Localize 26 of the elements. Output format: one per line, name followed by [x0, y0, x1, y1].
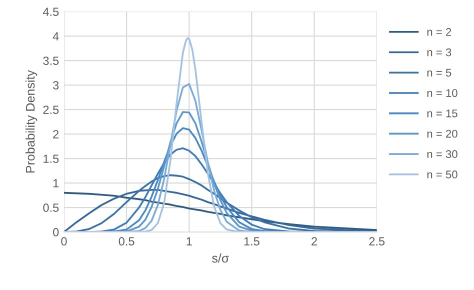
x-axis-title: s/σ: [212, 253, 229, 263]
y-tick-label: 4: [52, 32, 59, 40]
y-tick-label: 4.5: [42, 8, 59, 16]
y-tick-label: 3: [53, 81, 59, 90]
y-tick-label: 3.5: [43, 56, 59, 65]
y-tick-label: 0: [53, 228, 59, 236]
x-tick-label: 0: [61, 237, 67, 246]
y-tick-label: 0.5: [43, 204, 59, 212]
legend-label: n = 3: [427, 48, 452, 56]
legend-label: n = 30: [427, 150, 458, 158]
y-tick-label: 2: [53, 130, 59, 138]
y-tick-label: 1: [53, 179, 59, 188]
legend-label: n = 15: [427, 110, 458, 118]
legend-label: n = 20: [427, 130, 458, 138]
x-tick-label: 1.5: [244, 237, 260, 246]
legend-label: n = 5: [427, 68, 452, 77]
x-tick-label: 0.5: [118, 237, 134, 246]
x-tick-label: 2: [312, 237, 317, 246]
x-tick-label: 2.5: [369, 237, 385, 246]
legend-label: n = 2: [427, 28, 452, 36]
legend-label: n = 50: [427, 170, 458, 178]
y-tick-label: 2.5: [43, 106, 59, 114]
legend-label: n = 10: [427, 89, 458, 97]
y-tick-label: 1.5: [44, 154, 59, 163]
x-tick-label: 1: [186, 237, 192, 246]
y-axis-title: Probability Density: [26, 70, 38, 173]
